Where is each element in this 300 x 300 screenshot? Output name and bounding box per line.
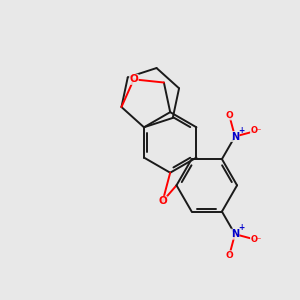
Text: O⁻: O⁻ xyxy=(250,126,262,135)
Text: +: + xyxy=(238,223,244,232)
Text: O⁻: O⁻ xyxy=(250,235,262,244)
Text: O: O xyxy=(225,251,233,260)
Text: O: O xyxy=(158,196,167,206)
Text: +: + xyxy=(238,126,244,135)
Text: N: N xyxy=(231,229,239,239)
Text: N: N xyxy=(231,131,239,142)
Text: O: O xyxy=(129,74,138,84)
Text: O: O xyxy=(225,111,233,120)
